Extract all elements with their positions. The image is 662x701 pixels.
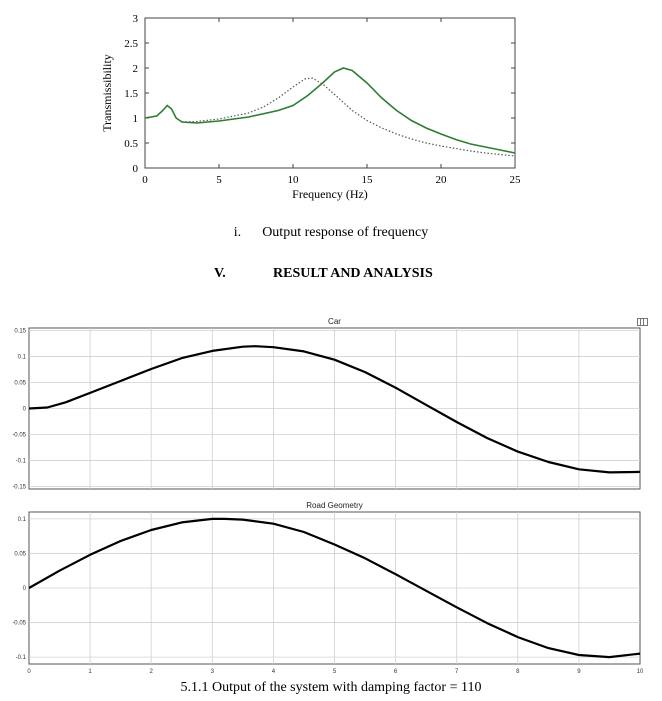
section-title: RESULT AND ANALYSIS: [273, 266, 433, 281]
y-tick-label: 0: [133, 163, 139, 175]
series-dotted-line: [181, 77, 516, 157]
plot-title: Road Geometry: [306, 501, 362, 510]
x-tick-label: 1: [88, 669, 92, 675]
y-tick-label: 0: [23, 407, 27, 413]
x-tick-label: 5: [333, 669, 337, 675]
figure-i-number: i.: [233, 225, 242, 240]
car-chart: Car 0.15 0.1 0.05 0 -0.05 -0.1 -0.15: [12, 317, 641, 490]
y-tick-label: 2: [133, 63, 139, 75]
x-tick-label: 2: [150, 669, 154, 675]
y-tick-label: 0.1: [18, 517, 27, 523]
y-tick-label: 0.15: [14, 329, 26, 335]
y-tick-label: 0.5: [124, 138, 138, 150]
x-tick-label: 9: [577, 669, 581, 675]
transmissibility-chart: 0 5 10 15 20 25 0 0.5 1 1.5 2 2.5 3 Frequency (Hz) Tra…: [100, 13, 522, 201]
figure-i-caption: i. Output response of frequency: [0, 225, 662, 241]
x-tick-label: 3: [211, 669, 215, 675]
y-tick-label: 0.05: [14, 551, 26, 557]
plot-title: Car: [328, 317, 341, 326]
y-tick-label: -0.1: [16, 655, 27, 661]
y-tick-label: 0.1: [18, 355, 27, 361]
y-tick-label: -0.05: [12, 621, 26, 627]
scope-corner-icon[interactable]: [637, 318, 648, 326]
y-tick-label: 2.5: [124, 38, 138, 50]
section-number: V.: [214, 266, 226, 281]
series-solid-line: [144, 67, 516, 154]
x-tick-label: 25: [510, 174, 522, 186]
plot-frame: [144, 17, 516, 169]
x-tick-label: 10: [637, 669, 644, 675]
series-line: [28, 517, 641, 659]
x-tick-label: 5: [216, 174, 222, 186]
x-tick-label: 20: [436, 174, 448, 186]
y-tick-label: 3: [133, 13, 139, 25]
x-tick-label: 0: [27, 669, 31, 675]
x-tick-label: 8: [516, 669, 520, 675]
figure-i-text: Output response of frequency: [262, 225, 429, 240]
y-tick-label: 1: [133, 113, 139, 125]
y-tick-label: 0: [23, 586, 27, 592]
x-tick-label: 10: [288, 174, 300, 186]
road-geometry-chart: Road Geometry 0.1 0.05 0 -0.05 -0.1 0 1 2 3 4 5 6 7 8 9…: [12, 501, 644, 675]
y-axis-label: Transmissibility: [100, 54, 114, 132]
y-tick-label: -0.05: [12, 432, 26, 438]
x-tick-label: 6: [394, 669, 398, 675]
y-tick-label: -0.15: [12, 484, 26, 490]
y-tick-label: 1.5: [124, 88, 138, 100]
x-tick-label: 4: [272, 669, 276, 675]
x-tick-label: 0: [142, 174, 148, 186]
y-tick-label: -0.1: [16, 458, 27, 464]
figure-511-caption: 5.1.1 Output of the system with damping …: [180, 680, 482, 695]
x-tick-label: 15: [362, 174, 374, 186]
x-axis-label: Frequency (Hz): [292, 187, 368, 201]
y-tick-label: 0.05: [14, 381, 26, 387]
series-line: [28, 345, 641, 474]
x-tick-label: 7: [455, 669, 459, 675]
